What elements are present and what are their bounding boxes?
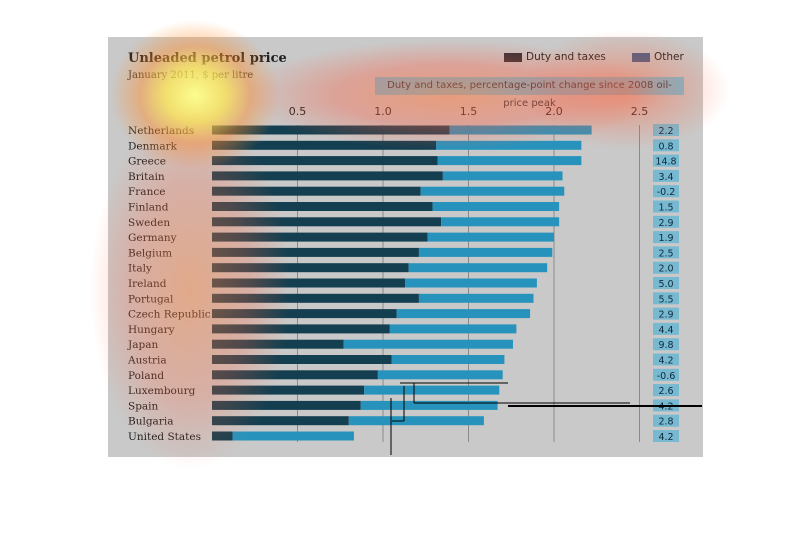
bar-other [418, 293, 534, 303]
bar-other [391, 355, 505, 364]
annotation-badge [653, 338, 679, 351]
annotation-value: 2.0 [658, 264, 673, 275]
bar-duty [212, 309, 397, 319]
annotation-value: 2.5 [658, 248, 673, 259]
category-label: Belgium [128, 247, 172, 259]
category-label: Poland [128, 370, 164, 382]
bar-duty [212, 355, 392, 364]
category-label: Britain [128, 171, 165, 183]
annotation-badge [653, 322, 679, 335]
annotation-value: 2.9 [658, 310, 673, 321]
annotation-value: 4.4 [658, 325, 673, 336]
bar-other [377, 370, 503, 380]
category-label: Hungary [128, 324, 175, 336]
category-label: Portugal [128, 293, 174, 305]
bar-other [418, 247, 553, 257]
bar-duty [212, 247, 419, 257]
bar-duty [212, 263, 409, 273]
annotation-value: 2.9 [658, 218, 673, 229]
annotation-badge [653, 414, 679, 427]
annotation-badge [653, 368, 679, 381]
annotation-value: 1.5 [658, 203, 673, 214]
bar-other [348, 416, 484, 426]
annotation-value: -0.2 [657, 187, 676, 198]
bar-other [389, 324, 517, 334]
bar-duty [212, 431, 233, 441]
annotation-badge [653, 231, 679, 244]
bar-duty [212, 156, 438, 166]
bar-duty [212, 339, 344, 349]
annotation-value: -0.6 [657, 371, 676, 382]
category-label: Austria [127, 355, 167, 367]
category-label: Bulgaria [128, 416, 173, 428]
annotation-badge [653, 185, 679, 198]
annotation-badge [653, 430, 679, 442]
bar-other [420, 186, 565, 196]
annotation-badge [653, 384, 679, 397]
category-label: United States [128, 431, 201, 443]
bar-other [442, 171, 563, 181]
bar-duty [212, 278, 406, 288]
bar-other [364, 385, 500, 395]
annotation-badge [653, 246, 679, 259]
annotation-badge [653, 277, 679, 289]
annotation-badge [653, 261, 679, 274]
bar-other [343, 339, 513, 349]
bar-duty [212, 217, 442, 227]
annotation-badge [653, 353, 679, 366]
category-label: Czech Republic [128, 309, 211, 321]
bar-other [396, 309, 531, 319]
bar-other [437, 156, 582, 166]
bar-other [408, 263, 548, 273]
bar-other [360, 400, 498, 410]
bar-duty [212, 232, 428, 242]
category-label: Germany [128, 232, 177, 244]
bar-other [232, 431, 354, 441]
annotation-badge [653, 169, 679, 182]
category-label: Luxembourg [128, 385, 196, 397]
bar-other [441, 217, 560, 227]
bar-duty [212, 293, 419, 303]
bar-duty [212, 202, 433, 211]
bar-other [427, 232, 554, 242]
annotation-badge [653, 307, 679, 320]
category-label: Sweden [128, 217, 170, 229]
bar-duty [212, 171, 443, 181]
annotation-value: 2.6 [658, 386, 673, 397]
bar-other [432, 202, 560, 211]
category-label: Ireland [128, 278, 167, 290]
annotation-value: 4.2 [658, 432, 673, 443]
bar-duty [212, 186, 421, 196]
annotation-value: 1.9 [658, 233, 673, 244]
annotation-badge [653, 292, 679, 305]
category-label: Spain [128, 400, 159, 412]
category-label: Italy [128, 263, 152, 275]
bar-duty [212, 370, 378, 380]
category-label: France [128, 186, 165, 198]
annotation-value: 9.8 [658, 340, 673, 351]
bar-duty [212, 385, 365, 395]
annotation-value: 5.0 [658, 279, 673, 290]
category-label: Finland [128, 202, 169, 214]
annotation-value: 14.8 [655, 157, 676, 168]
annotation-value: 3.4 [658, 172, 673, 183]
category-label: Japan [127, 339, 158, 351]
annotation-badge [653, 154, 679, 167]
bar-other [405, 278, 537, 288]
bar-duty [212, 416, 349, 426]
bar-duty [212, 324, 390, 334]
annotation-value: 4.2 [658, 356, 673, 367]
annotation-value: 5.5 [658, 294, 673, 305]
annotation-badge [653, 215, 679, 228]
bar-duty [212, 400, 361, 410]
annotation-value: 2.8 [658, 417, 673, 428]
annotation-badge [653, 200, 679, 213]
